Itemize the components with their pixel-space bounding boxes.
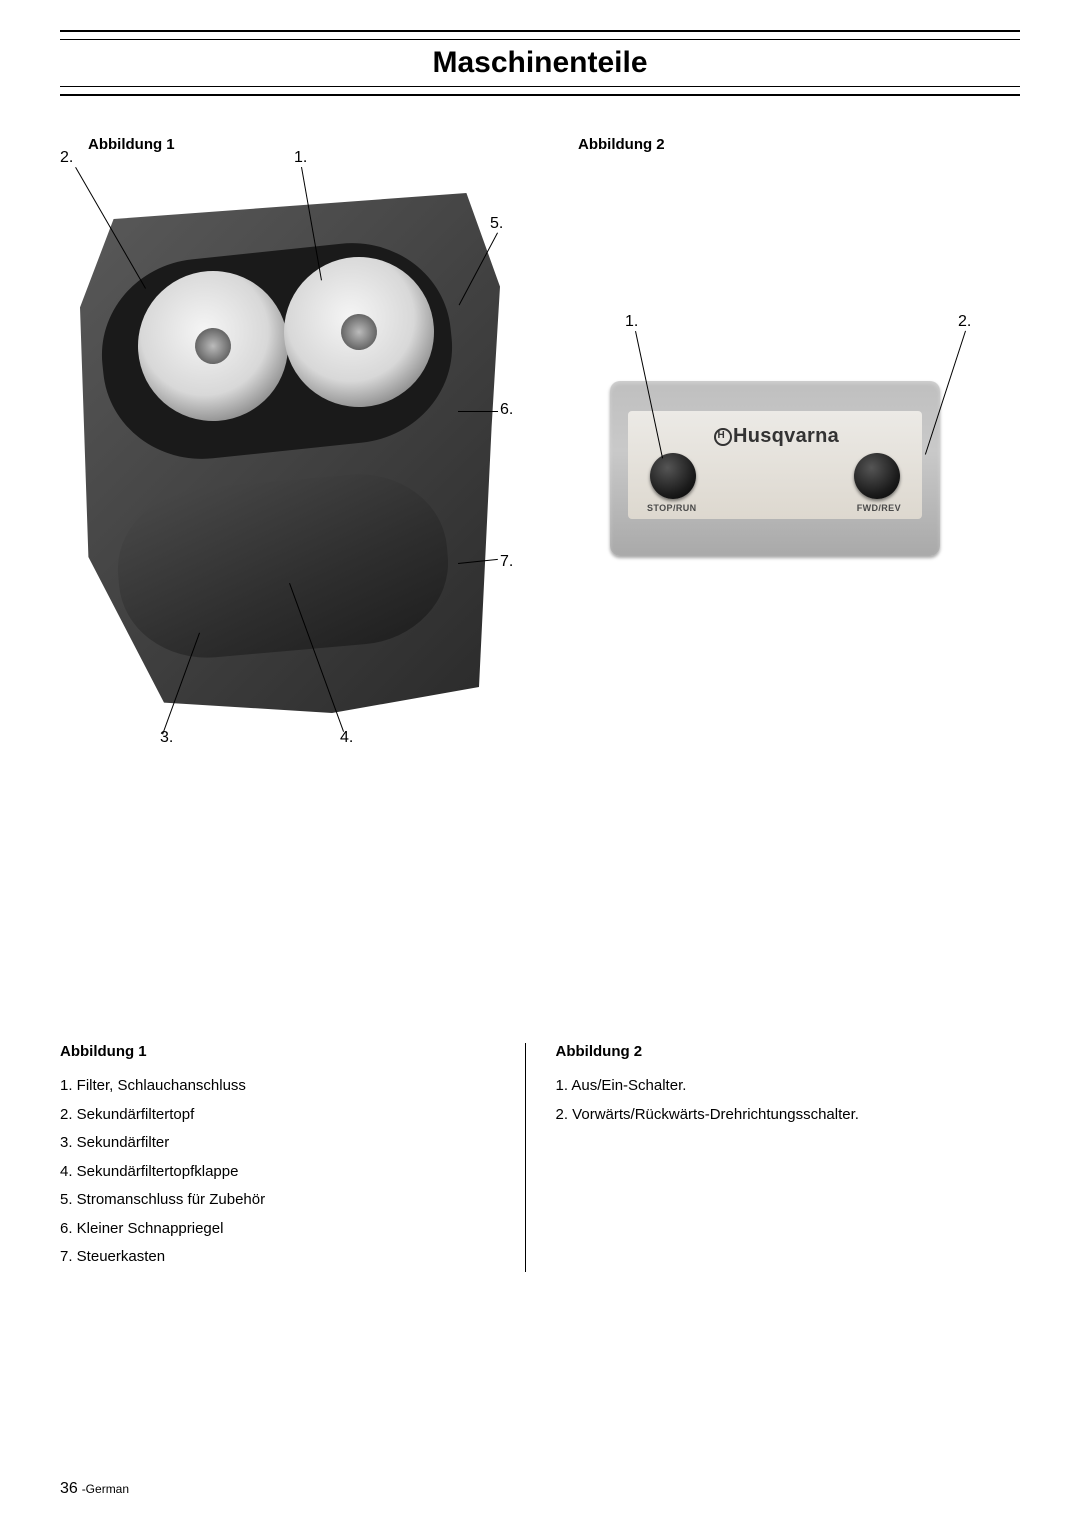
figure2-diagram: 1. 2. Husqvarna STOP/RUN FWD/REV (580, 163, 1010, 763)
page-footer: 36 -German (60, 1480, 129, 1498)
list2-items: 1. Aus/Ein-Schalter. 2. Vorwärts/Rückwär… (556, 1072, 991, 1129)
list2-heading: Abbildung 2 (556, 1043, 991, 1060)
stop-run-knob (650, 453, 696, 499)
list-item: 2. Sekundärfiltertopf (60, 1101, 495, 1130)
fig1-label-6: 6. (500, 401, 513, 419)
fig2-label-1: 1. (625, 313, 638, 331)
fig2-label-2: 2. (958, 313, 971, 331)
list-item: 6. Kleiner Schnappriegel (60, 1215, 495, 1244)
description-columns: Abbildung 1 1. Filter, Schlauchanschluss… (60, 1043, 1020, 1272)
husqvarna-logo-icon (711, 426, 731, 444)
fig1-label-2: 2. (60, 149, 73, 167)
list-item: 7. Steuerkasten (60, 1243, 495, 1272)
figures-row: Abbildung 1 2. 1. 5. 6. 7. 3. 4. Abb (60, 136, 1020, 763)
list1-items: 1. Filter, Schlauchanschluss 2. Sekundär… (60, 1072, 495, 1272)
brand-text: Husqvarna (733, 425, 839, 447)
list1-column: Abbildung 1 1. Filter, Schlauchanschluss… (60, 1043, 526, 1272)
figure2-caption: Abbildung 2 (550, 136, 1020, 153)
fig1-label-1: 1. (294, 149, 307, 167)
fwd-rev-label: FWD/REV (857, 503, 901, 513)
fig1-label-7: 7. (500, 553, 513, 571)
list1-heading: Abbildung 1 (60, 1043, 495, 1060)
title-section: Maschinenteile (60, 30, 1020, 96)
list-item: 2. Vorwärts/Rückwärts-Drehrichtungsschal… (556, 1101, 991, 1130)
stop-run-label: STOP/RUN (647, 503, 697, 513)
page-number: 36 (60, 1480, 78, 1497)
list-item: 5. Stromanschluss für Zubehör (60, 1186, 495, 1215)
figure1-column: Abbildung 1 2. 1. 5. 6. 7. 3. 4. (60, 136, 530, 763)
fig1-lead-6 (458, 411, 498, 412)
page-title: Maschinenteile (60, 46, 1020, 80)
fig1-label-3: 3. (160, 729, 173, 747)
fwd-rev-knob (854, 453, 900, 499)
list-item: 1. Aus/Ein-Schalter. (556, 1072, 991, 1101)
list-item: 3. Sekundärfilter (60, 1129, 495, 1158)
fig1-label-5: 5. (490, 215, 503, 233)
list2-column: Abbildung 2 1. Aus/Ein-Schalter. 2. Vorw… (526, 1043, 1021, 1272)
list-item: 4. Sekundärfiltertopfklappe (60, 1158, 495, 1187)
list-item: 1. Filter, Schlauchanschluss (60, 1072, 495, 1101)
page-lang: -German (82, 1482, 129, 1496)
figure2-column: Abbildung 2 1. 2. Husqvarna STOP/RUN FWD… (550, 136, 1020, 763)
fig1-label-4: 4. (340, 729, 353, 747)
figure1-diagram: 2. 1. 5. 6. 7. 3. 4. (60, 163, 520, 763)
control-panel-shape: Husqvarna STOP/RUN FWD/REV (610, 381, 940, 556)
